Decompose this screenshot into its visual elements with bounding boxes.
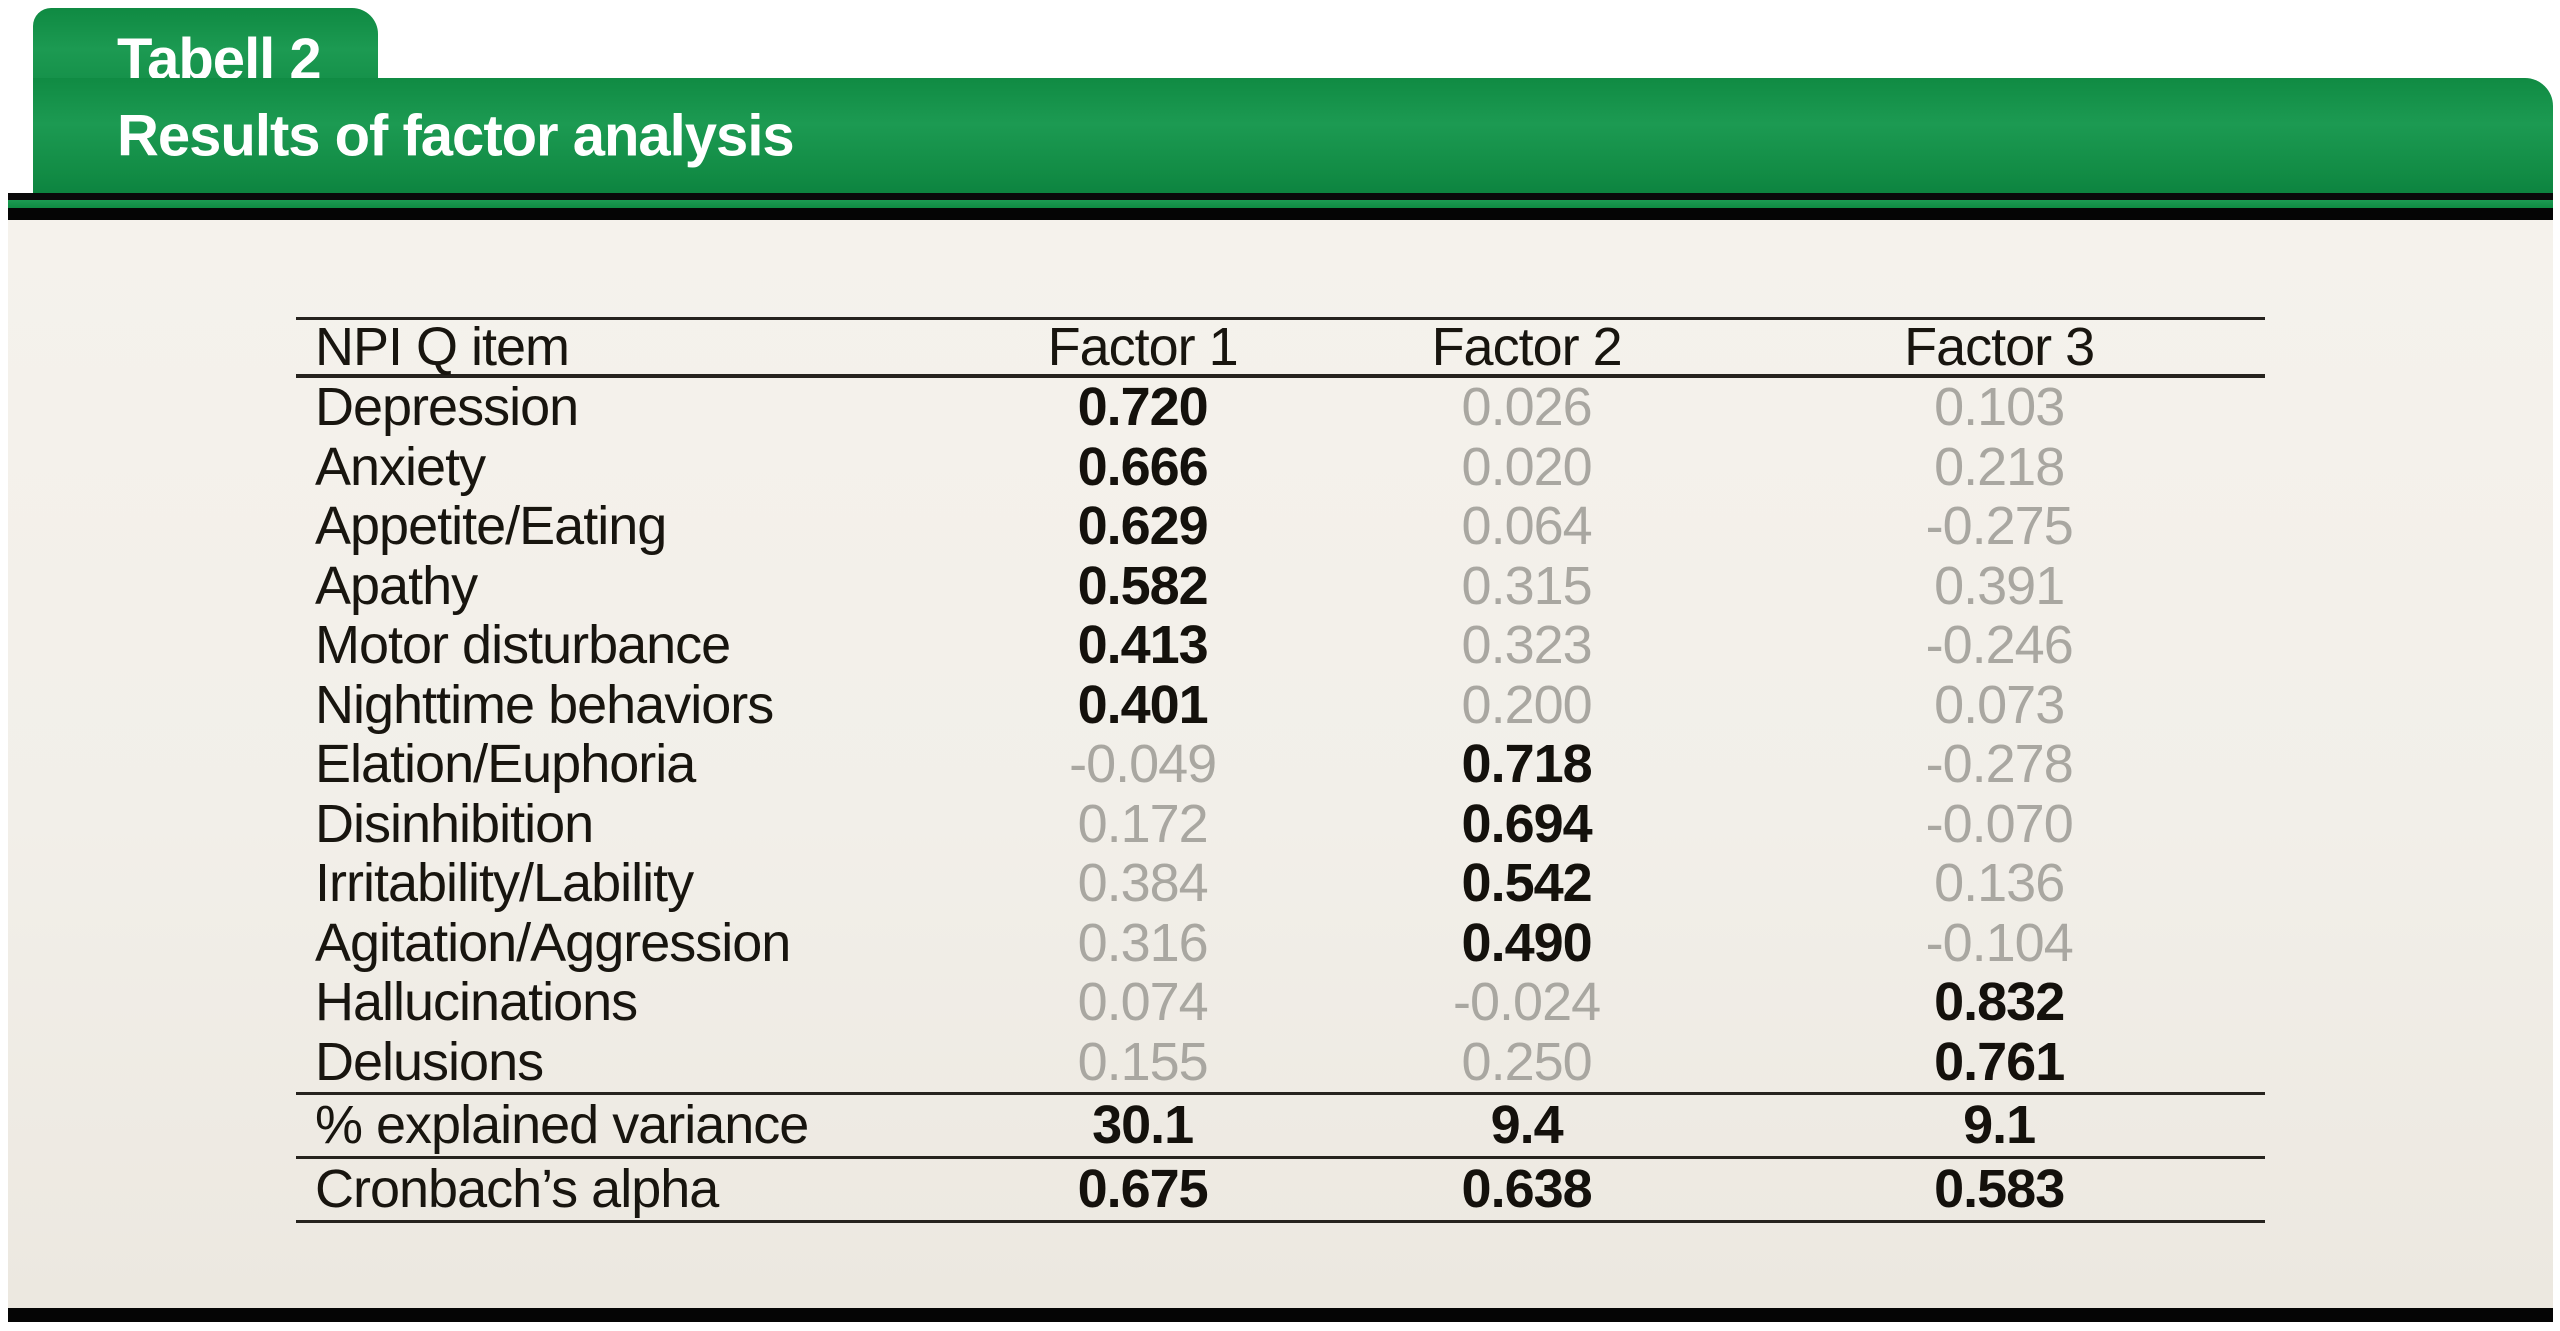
item-label: Motor disturbance [315, 615, 731, 675]
factor1-value: 0.675 [1077, 1159, 1209, 1219]
factor3-value: 0.761 [1934, 1031, 2065, 1092]
item-label: % explained variance [315, 1095, 809, 1155]
factor2-value: 0.250 [1461, 1031, 1593, 1092]
factor-table-footer: % explained variance 30.1 9.4 9.1 Cronba… [296, 1093, 2265, 1222]
factor2-value: 0.323 [1461, 615, 1593, 675]
footer-black-bar [8, 1308, 2553, 1322]
table-row: Apathy 0.582 0.315 0.391 [296, 555, 2265, 617]
factor1-value: 0.316 [1077, 912, 1209, 973]
table-row: Irritability/Lability 0.384 0.542 0.136 [296, 853, 2265, 914]
factor-table-wrap: NPI Q item Factor 1 Factor 2 Factor 3 De… [296, 317, 2265, 1223]
factor1-value: 0.720 [1077, 377, 1209, 437]
column-header-item: NPI Q item [315, 317, 570, 377]
item-label: Delusions [315, 1031, 544, 1092]
factor2-value: 9.4 [1490, 1095, 1564, 1155]
column-header-factor2: Factor 2 [1431, 317, 1623, 377]
factor3-value: 0.136 [1934, 853, 2065, 913]
header-green-strip [8, 200, 2553, 208]
item-label: Depression [315, 377, 579, 437]
header-divider-line [8, 193, 2553, 200]
factor1-value: 0.629 [1077, 496, 1209, 556]
item-label: Cronbach’s alpha [315, 1159, 719, 1219]
factor1-value: -0.049 [1069, 734, 1217, 794]
table-row: Disinhibition 0.172 0.694 -0.070 [296, 793, 2265, 855]
item-label: Apathy [315, 555, 478, 616]
header-black-bar [8, 208, 2553, 220]
header-row: NPI Q item Factor 1 Factor 2 Factor 3 [296, 317, 2265, 377]
factor2-value: 0.542 [1461, 853, 1593, 913]
table-row: Appetite/Eating 0.629 0.064 -0.275 [296, 496, 2265, 557]
summary-row: % explained variance 30.1 9.4 9.1 [296, 1093, 2265, 1158]
table-title: Results of factor analysis [117, 103, 795, 168]
factor2-value: 0.638 [1461, 1159, 1593, 1219]
table-row: Delusions 0.155 0.250 0.761 [296, 1031, 2265, 1094]
page-sheet: Tabell 2 Results of factor analysis NPI … [8, 8, 2553, 1322]
factor3-value: -0.104 [1925, 912, 2074, 973]
factor1-value: 0.582 [1077, 555, 1209, 616]
table-title-band: Results of factor analysis [33, 78, 2553, 193]
table-page-area: NPI Q item Factor 1 Factor 2 Factor 3 De… [8, 220, 2553, 1308]
factor3-value: 0.832 [1934, 972, 2065, 1032]
factor1-value: 0.155 [1077, 1031, 1209, 1092]
item-label: Nighttime behaviors [315, 674, 774, 735]
factor3-value: 9.1 [1963, 1095, 2036, 1155]
table-row: Depression 0.720 0.026 0.103 [296, 376, 2265, 438]
table-row: Motor disturbance 0.413 0.323 -0.246 [296, 615, 2265, 676]
factor1-value: 0.074 [1077, 972, 1209, 1032]
factor3-value: 0.218 [1934, 436, 2065, 497]
table-row: Hallucinations 0.074 -0.024 0.832 [296, 972, 2265, 1033]
factor1-value: 0.172 [1077, 793, 1209, 854]
factor-table-head: NPI Q item Factor 1 Factor 2 Factor 3 [296, 317, 2265, 377]
factor2-value: -0.024 [1453, 972, 1601, 1032]
factor3-value: -0.278 [1925, 734, 2074, 794]
item-label: Agitation/Aggression [315, 912, 791, 973]
table-row: Elation/Euphoria -0.049 0.718 -0.278 [296, 734, 2265, 795]
item-label: Irritability/Lability [315, 853, 694, 913]
factor2-value: 0.200 [1461, 674, 1593, 735]
factor1-value: 0.413 [1077, 615, 1209, 675]
factor2-value: 0.026 [1461, 377, 1593, 437]
factor2-value: 0.490 [1461, 912, 1593, 973]
factor3-value: -0.246 [1925, 615, 2074, 675]
table-row: Nighttime behaviors 0.401 0.200 0.073 [296, 674, 2265, 736]
factor1-value: 0.384 [1077, 853, 1209, 913]
summary-row: Cronbach’s alpha 0.675 0.638 0.583 [296, 1157, 2265, 1222]
factor-table-body: Depression 0.720 0.026 0.103 Anxiety 0.6… [296, 376, 2265, 1094]
item-label: Disinhibition [315, 793, 594, 854]
factor2-value: 0.718 [1461, 734, 1593, 794]
factor1-value: 0.666 [1077, 436, 1209, 497]
factor2-value: 0.020 [1461, 436, 1593, 497]
factor3-value: 0.073 [1934, 674, 2065, 735]
item-label: Appetite/Eating [315, 496, 667, 556]
factor2-value: 0.064 [1461, 496, 1593, 556]
factor2-value: 0.694 [1461, 793, 1593, 854]
factor3-value: 0.391 [1934, 555, 2065, 616]
column-header-factor1: Factor 1 [1047, 317, 1239, 377]
factor1-value: 0.401 [1077, 674, 1209, 735]
table-row: Agitation/Aggression 0.316 0.490 -0.104 [296, 912, 2265, 974]
factor3-value: 0.103 [1934, 377, 2065, 437]
factor-analysis-table: NPI Q item Factor 1 Factor 2 Factor 3 De… [296, 317, 2265, 1223]
item-label: Elation/Euphoria [315, 734, 696, 794]
factor1-value: 30.1 [1092, 1095, 1194, 1155]
factor3-value: -0.070 [1925, 793, 2074, 854]
column-header-factor3: Factor 3 [1904, 317, 2095, 377]
item-label: Hallucinations [315, 972, 638, 1032]
factor3-value: -0.275 [1925, 496, 2074, 556]
item-label: Anxiety [315, 436, 486, 497]
factor3-value: 0.583 [1934, 1159, 2065, 1219]
table-row: Anxiety 0.666 0.020 0.218 [296, 436, 2265, 498]
factor2-value: 0.315 [1461, 555, 1593, 616]
